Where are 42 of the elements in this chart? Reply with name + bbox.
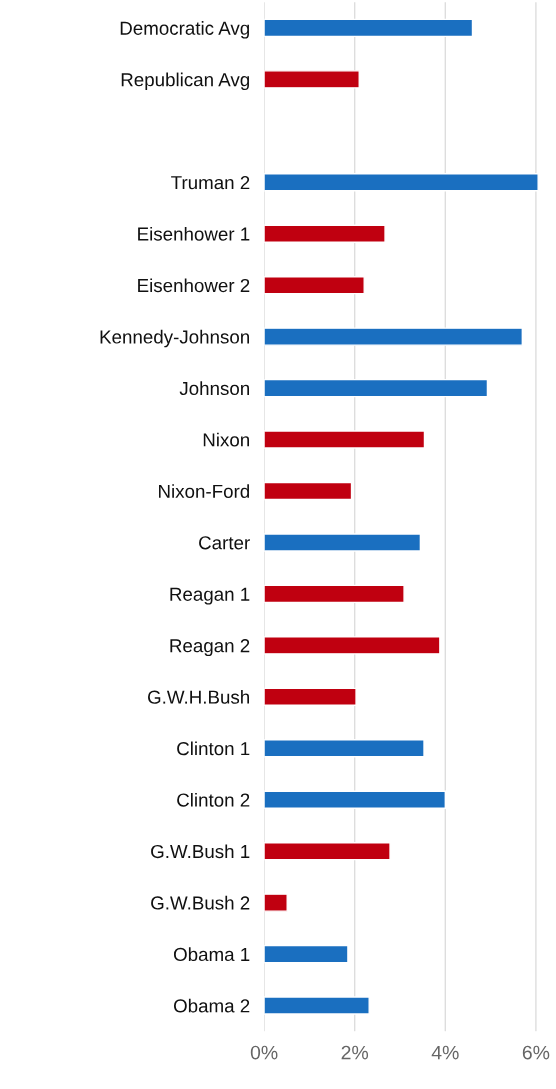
y-tick-label: Democratic Avg [120,21,250,39]
bar [264,790,446,809]
y-tick-label: Republican Avg [121,72,250,91]
bar [264,173,539,192]
y-tick-label: G.W.Bush 2 [151,895,250,910]
y-tick-label: G.W.Bush 1 [151,844,250,859]
bar [264,481,353,501]
bar [264,687,357,707]
y-tick-label: Obama 2 [173,998,250,1013]
y-tick-label: Kennedy-Johnson [100,329,250,348]
y-tick-label: Eisenhower 2 [138,278,250,293]
bar [264,378,489,398]
y-tick-label: Obama 1 [173,947,250,962]
bar [264,944,349,964]
y-tick-label: Johnson [179,381,249,396]
x-tick-label: 2% [341,1045,369,1060]
bar [264,739,425,758]
bar [264,430,426,449]
y-tick-label: Clinton 1 [177,741,250,756]
bar [264,842,391,861]
bar [264,18,474,38]
bar [264,224,386,243]
x-tick-label: 4% [431,1045,459,1060]
bar [264,636,441,655]
x-tick-label: 0% [250,1045,278,1060]
bar [264,327,524,346]
bar [264,996,370,1015]
x-tick-label: 6% [522,1045,550,1060]
y-tick-label: Eisenhower 1 [138,226,250,241]
y-tick-label: Nixon [203,432,249,447]
y-tick-label: Clinton 2 [177,792,250,807]
y-tick-label: Carter [199,536,250,550]
y-tick-label: Truman 2 [171,175,250,190]
y-tick-label: G.W.H.Bush [148,690,249,704]
bar [264,70,360,89]
y-tick-label: Nixon-Ford [159,484,250,498]
bar [264,584,405,604]
y-tick-label: Reagan 2 [170,639,250,657]
bar [264,275,365,295]
bar [264,533,422,552]
y-tick-label: Reagan 1 [170,587,250,605]
bar [264,893,288,912]
